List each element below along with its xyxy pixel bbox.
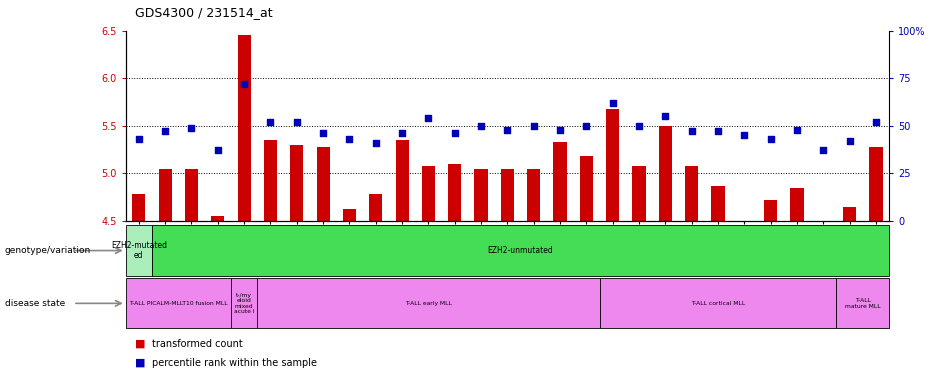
Bar (422, 166, 435, 221)
Bar (632, 166, 645, 221)
Point (131, 136, 146, 142)
Text: transformed count: transformed count (152, 339, 242, 349)
Bar (211, 216, 224, 221)
Text: percentile rank within the sample: percentile rank within the sample (152, 358, 317, 368)
Point (210, 147, 225, 154)
Point (710, 128, 725, 134)
Bar (711, 185, 724, 221)
Point (843, 138, 857, 144)
Bar (185, 169, 198, 221)
Bar (606, 109, 619, 221)
Bar (343, 209, 356, 221)
Bar (126, 278, 231, 328)
Point (789, 126, 804, 132)
Point (631, 123, 646, 129)
Point (763, 136, 778, 142)
Text: T-ALL PICALM-MLLT10 fusion MLL: T-ALL PICALM-MLLT10 fusion MLL (129, 301, 228, 306)
Bar (659, 126, 672, 221)
Text: ■: ■ (135, 358, 145, 368)
Point (157, 128, 172, 134)
Bar (843, 207, 857, 221)
Point (500, 126, 515, 132)
Bar (816, 221, 830, 235)
Point (526, 123, 541, 129)
Bar (132, 194, 145, 221)
Point (605, 100, 620, 106)
Bar (553, 142, 567, 221)
Bar (527, 169, 540, 221)
Point (236, 81, 251, 87)
Point (579, 123, 594, 129)
Point (395, 130, 410, 136)
Point (421, 115, 436, 121)
Text: GDS4300 / 231514_at: GDS4300 / 231514_at (135, 6, 273, 19)
Bar (126, 225, 152, 276)
Bar (237, 35, 250, 221)
Point (342, 136, 357, 142)
Text: disease state: disease state (5, 299, 65, 308)
Text: T-ALL
mature MLL: T-ALL mature MLL (845, 298, 881, 309)
Text: EZH2-mutated
ed: EZH2-mutated ed (111, 241, 167, 260)
Point (816, 147, 830, 154)
Point (869, 119, 884, 125)
Point (290, 119, 304, 125)
Point (684, 128, 699, 134)
Bar (790, 187, 803, 221)
Bar (475, 169, 488, 221)
Bar (764, 200, 777, 221)
Text: ■: ■ (135, 339, 145, 349)
Text: genotype/variation: genotype/variation (5, 246, 91, 255)
Bar (448, 164, 462, 221)
Point (447, 130, 462, 136)
Point (184, 124, 199, 131)
Bar (737, 221, 751, 232)
Bar (231, 278, 257, 328)
Point (474, 123, 489, 129)
Bar (580, 156, 593, 221)
Point (736, 132, 751, 138)
Bar (685, 166, 698, 221)
Text: T-ALL early MLL: T-ALL early MLL (405, 301, 452, 306)
Point (658, 113, 673, 119)
Point (263, 119, 278, 125)
Bar (290, 145, 304, 221)
Bar (158, 169, 171, 221)
Point (553, 126, 568, 132)
Bar (317, 147, 330, 221)
Bar (263, 140, 277, 221)
Bar (396, 140, 409, 221)
Point (369, 140, 384, 146)
Bar (257, 278, 600, 328)
Text: EZH2-unmutated: EZH2-unmutated (488, 246, 553, 255)
Text: T-ALL cortical MLL: T-ALL cortical MLL (691, 301, 745, 306)
Bar (370, 194, 383, 221)
Text: t-/my
eloid
mixed
acute l: t-/my eloid mixed acute l (234, 293, 254, 314)
Bar (501, 169, 514, 221)
Bar (836, 278, 889, 328)
Point (316, 130, 331, 136)
Bar (600, 278, 836, 328)
Bar (870, 147, 883, 221)
